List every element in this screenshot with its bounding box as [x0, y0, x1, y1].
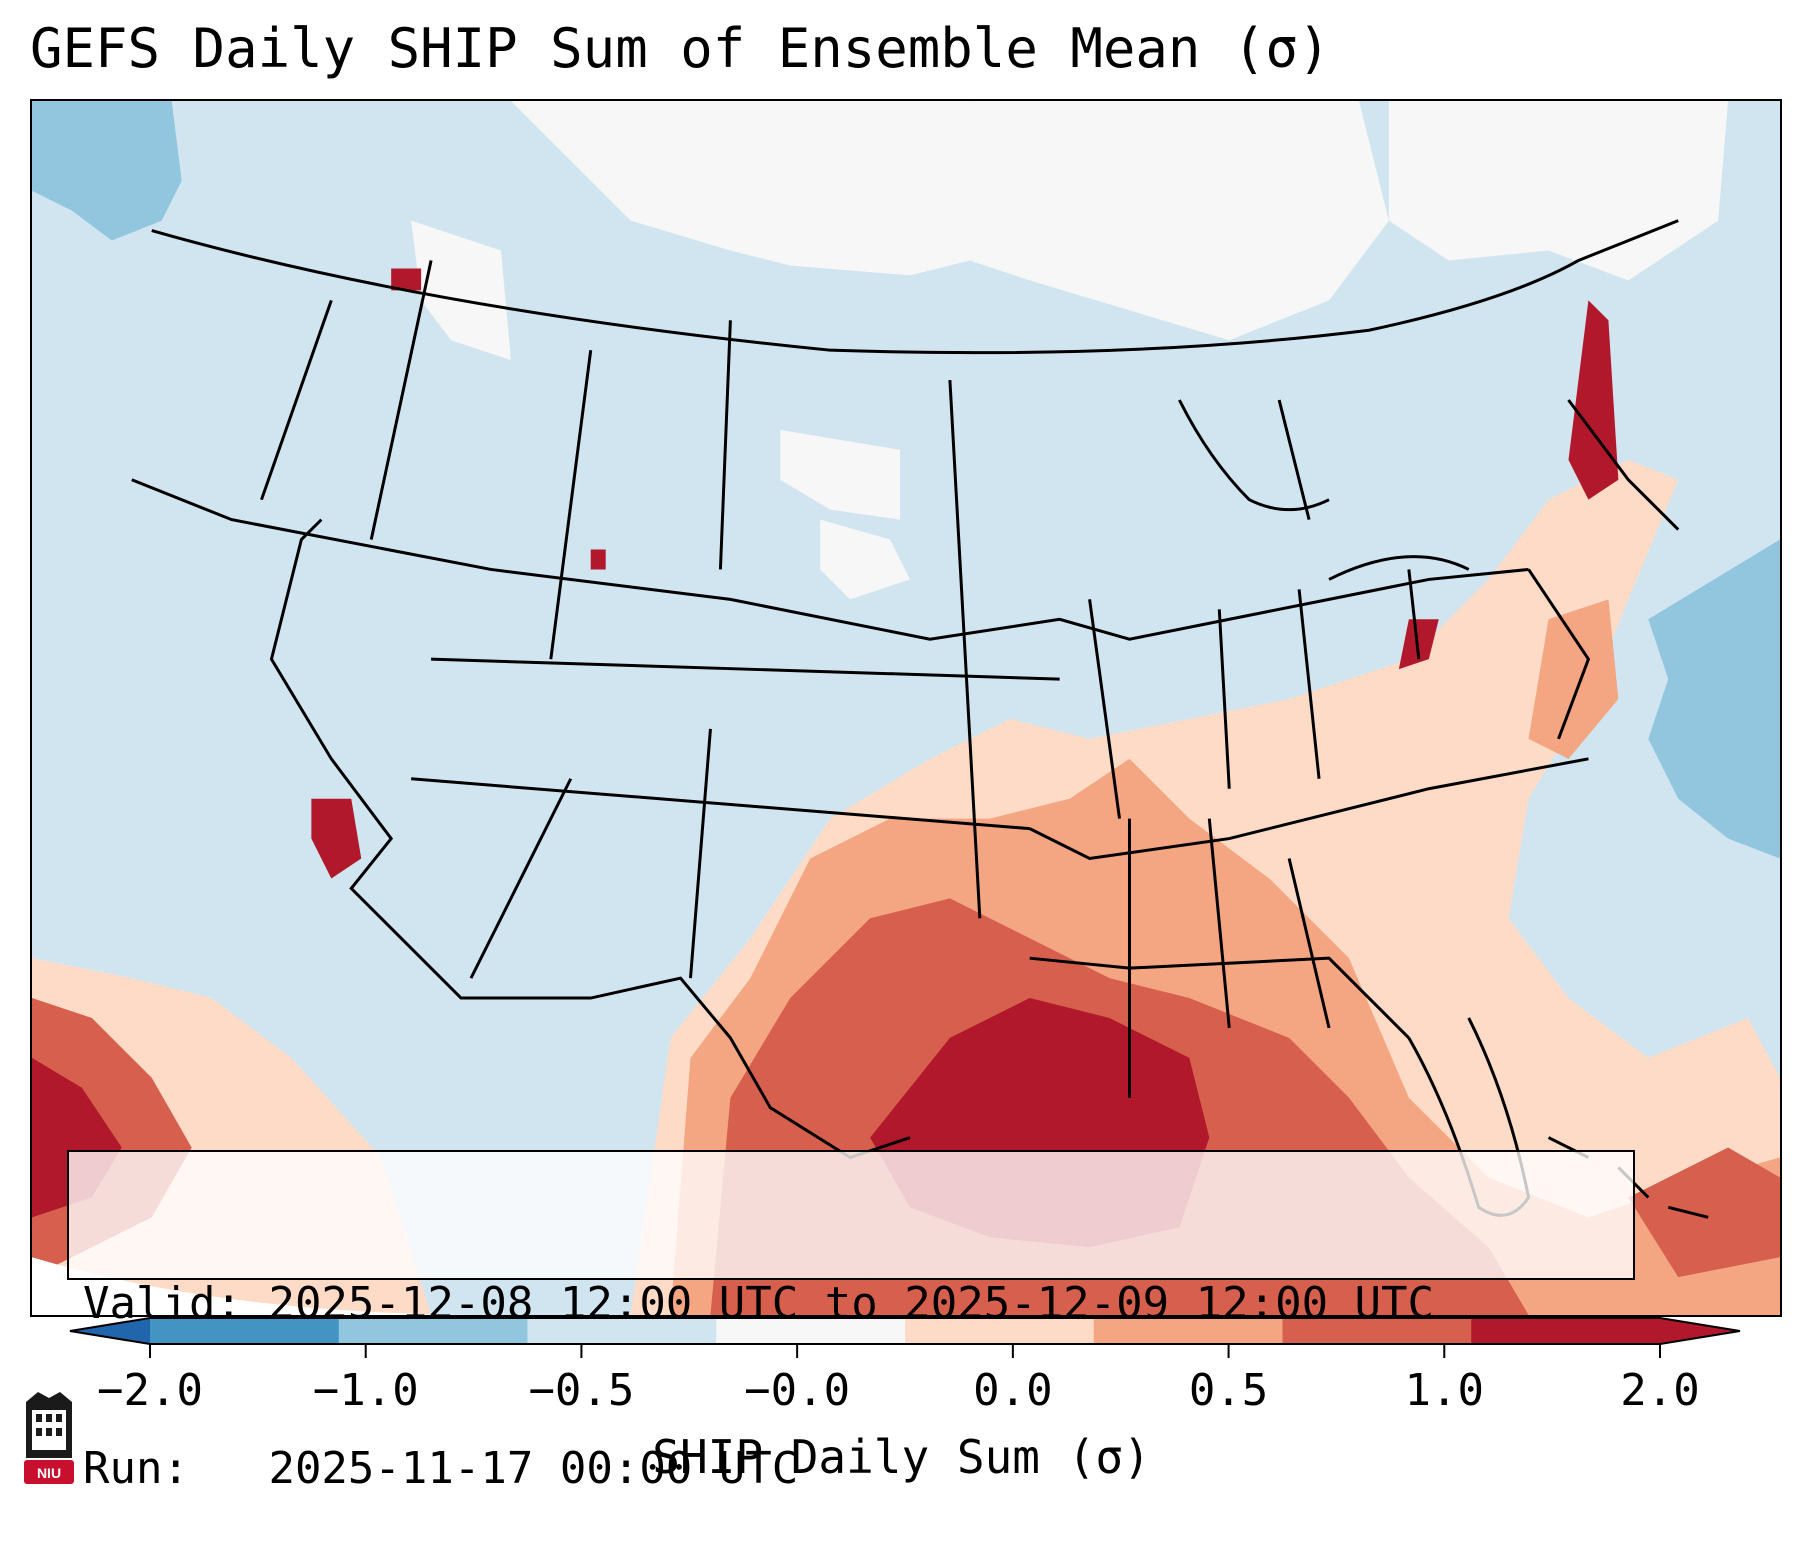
- colorbar-tick-label: 2.0: [1620, 1365, 1700, 1416]
- colorbar-segment: [527, 1318, 717, 1344]
- colorbar-segment: [905, 1318, 1095, 1344]
- colorbar-segment: [1282, 1318, 1472, 1344]
- svg-text:NIU: NIU: [37, 1465, 61, 1481]
- colorbar-tick-label: −0.0: [744, 1365, 851, 1416]
- colorbar-extend-high: [1660, 1318, 1740, 1344]
- colorbar-tick-label: 0.5: [1188, 1365, 1269, 1416]
- negative-anomaly-region: [32, 101, 1780, 859]
- map-title: GEFS Daily SHIP Sum of Ensemble Mean (σ): [30, 17, 1331, 80]
- run-label: Run:: [83, 1443, 189, 1494]
- validity-info-box: Valid: 2025-12-08 12:00 UTC to 2025-12-0…: [67, 1150, 1635, 1494]
- map-panel[interactable]: [30, 99, 1782, 1317]
- colorbar-tick-label: 1.0: [1404, 1365, 1485, 1416]
- colorbar-extend-low: [70, 1318, 150, 1344]
- colorbar-tick-label: 0.0: [973, 1365, 1053, 1416]
- colorbar-label: SHIP Daily Sum (σ): [652, 1430, 1151, 1484]
- projection-edge: [32, 1257, 511, 1315]
- niu-logo-icon: NIU: [24, 1392, 74, 1484]
- boundary-lines: [131, 219, 1709, 1219]
- colorbar-tick-label: −0.5: [528, 1365, 635, 1416]
- colorbar-tick-label: −1.0: [312, 1365, 419, 1416]
- colorbar-tick-label: −2.0: [97, 1365, 203, 1416]
- run-row: Run: 2025-11-17 00:00 UTC: [83, 1441, 1633, 1496]
- colorbar-segment: [1471, 1318, 1661, 1344]
- colorbar-segment: [150, 1318, 340, 1344]
- colorbar: [69, 1317, 1741, 1358]
- colorbar-segment: [338, 1318, 528, 1344]
- near-zero-region: [411, 101, 1729, 600]
- colorbar-svg: [69, 1317, 1741, 1358]
- colorbar-segment: [1093, 1318, 1283, 1344]
- colorbar-segment: [716, 1318, 906, 1344]
- map-svg: [32, 101, 1780, 1315]
- run-value: 2025-11-17 00:00 UTC: [268, 1443, 799, 1494]
